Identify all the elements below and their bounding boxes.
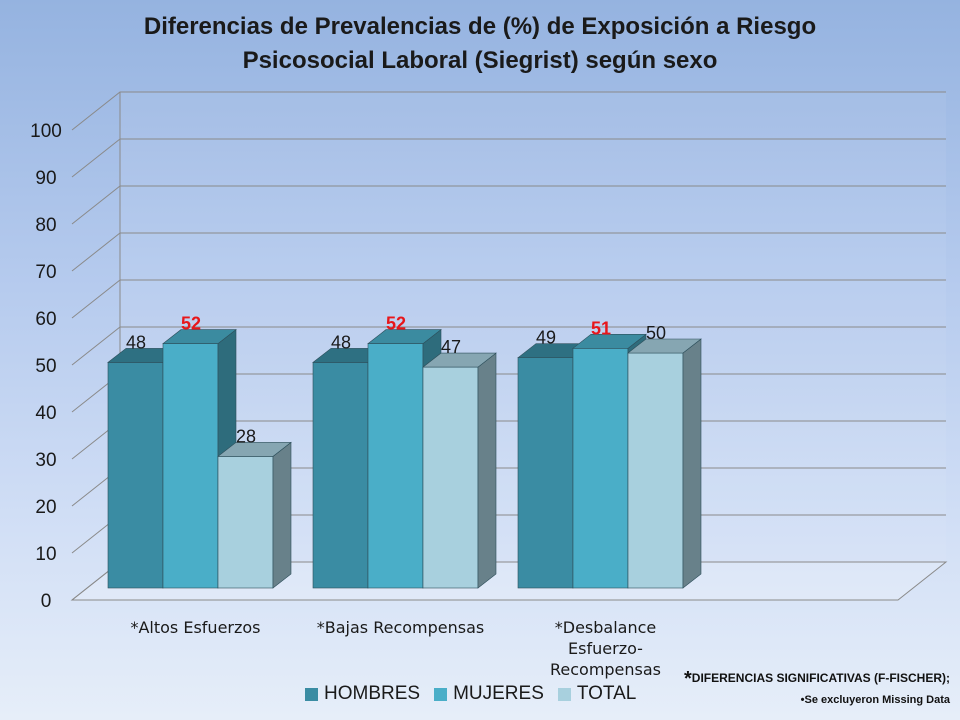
legend-swatch-hombres — [305, 687, 318, 701]
bar-top — [367, 329, 442, 344]
bar — [312, 362, 369, 589]
bar — [422, 366, 479, 589]
gridline — [71, 138, 946, 178]
data-label: 48 — [331, 332, 351, 352]
bar-top — [627, 338, 702, 354]
legend-swatch-mujeres — [434, 687, 448, 701]
bar — [217, 456, 274, 589]
bar — [162, 343, 219, 589]
chart-title-line-1: Diferencias de Prevalencias de (%) de Ex… — [143, 13, 817, 40]
bar — [627, 352, 684, 589]
gridline — [71, 232, 946, 272]
y-tick-label: 100 — [30, 121, 62, 142]
data-label: 48 — [126, 332, 146, 352]
legend-label-hombres: HOMBRES — [324, 683, 421, 704]
data-label: 51 — [591, 318, 611, 338]
bar — [572, 347, 629, 589]
gridline — [71, 326, 946, 366]
legend-swatch-total — [557, 687, 571, 701]
bar — [367, 343, 424, 589]
x-category-label: Esfuerzo- — [568, 639, 643, 658]
y-tick-label: 0 — [41, 591, 52, 612]
x-category-label: *Altos Esfuerzos — [130, 618, 260, 637]
x-category-label: *Desbalance — [555, 618, 657, 637]
legend-item-hombres: HOMBRES — [305, 683, 420, 705]
legend-label-total: TOTAL — [576, 683, 637, 704]
y-tick-label: 40 — [35, 403, 56, 424]
x-category-label: Recompensas — [550, 660, 661, 679]
y-tick-label: 60 — [35, 309, 56, 330]
legend-label-mujeres: MUJERES — [453, 683, 544, 704]
significance-star: * — [683, 668, 692, 690]
y-tick-label: 10 — [35, 544, 56, 565]
bar-side — [272, 441, 292, 589]
data-label: 49 — [536, 328, 556, 348]
chart-title-line-2: Psicosocial Laboral (Siegrist) según sex… — [242, 47, 718, 74]
x-category-label: *Bajas Recompensas — [317, 618, 484, 637]
y-tick-label: 80 — [35, 215, 56, 236]
y-tick-label: 70 — [35, 262, 56, 283]
bar-side — [477, 352, 497, 589]
bar-top — [217, 442, 292, 457]
y-tick-label: 20 — [35, 497, 56, 518]
significance-text: DIFERENCIAS SIGNIFICATIVAS (F-FISCHER); — [691, 671, 950, 685]
missing-data-note: •Se excluyeron Missing Data — [800, 694, 950, 706]
data-label: 50 — [646, 323, 666, 343]
gridline — [71, 91, 946, 131]
data-label: 47 — [441, 337, 461, 357]
bar-top — [162, 329, 237, 344]
data-label: 28 — [236, 426, 256, 446]
legend-item-total: TOTAL — [557, 683, 637, 705]
bar-side — [682, 338, 702, 589]
bar — [517, 357, 574, 589]
chart-legend: HOMBRES MUJERES TOTAL — [305, 682, 636, 706]
legend-item-mujeres: MUJERES — [434, 683, 544, 705]
data-label: 52 — [181, 314, 201, 334]
chart-title: Diferencias de Prevalencias de (%) de Ex… — [40, 10, 920, 78]
bar-top — [572, 333, 647, 349]
y-tick-label: 30 — [35, 450, 56, 471]
bar-top — [422, 352, 497, 368]
gridline — [71, 185, 946, 225]
significance-note: *DIFERENCIAS SIGNIFICATIVAS (F-FISCHER); — [684, 668, 950, 691]
y-tick-label: 90 — [35, 168, 56, 189]
gridline — [71, 279, 946, 319]
y-tick-label: 50 — [35, 356, 56, 377]
data-label: 52 — [386, 314, 406, 334]
bar — [107, 362, 164, 589]
